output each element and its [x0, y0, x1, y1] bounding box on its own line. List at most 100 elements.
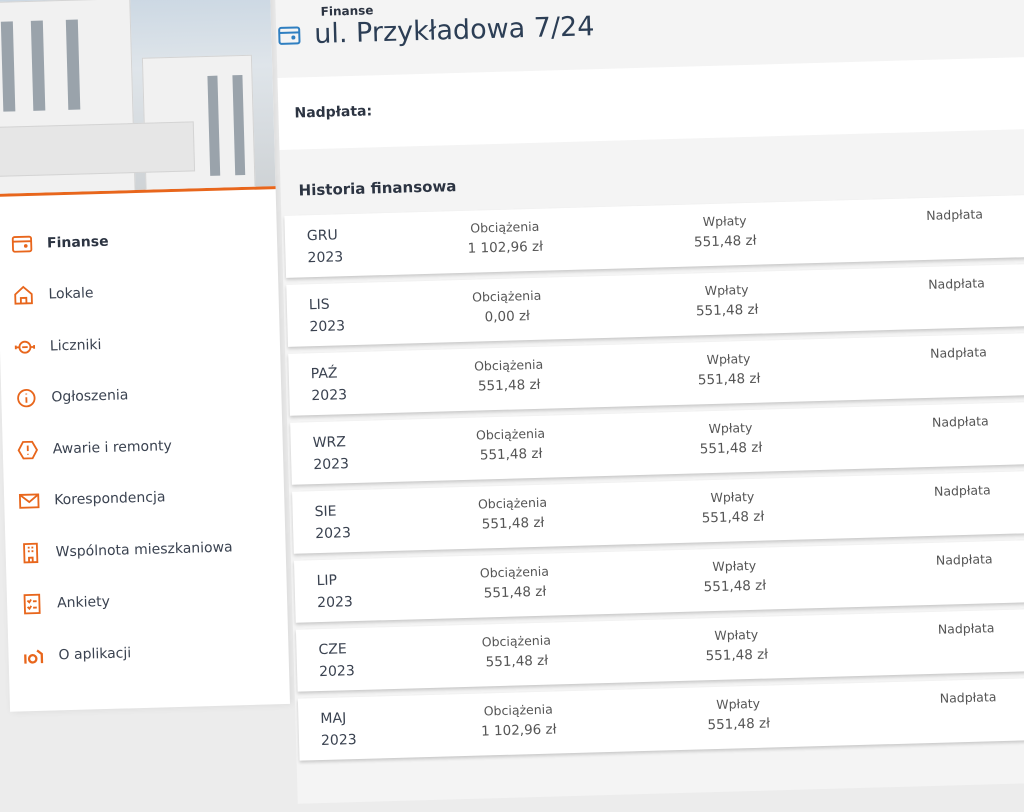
payments-value: 551,48 zł	[705, 646, 769, 665]
charges-value: 551,48 zł	[485, 652, 549, 671]
building-icon	[23, 542, 39, 564]
row-period: LIS 2023	[309, 293, 346, 338]
row-month: MAJ	[320, 710, 347, 728]
row-month: GRU	[306, 227, 338, 245]
row-year: 2023	[318, 663, 355, 681]
checklist-icon	[23, 594, 41, 615]
sidebar-item-lokale[interactable]: Lokale	[0, 263, 279, 322]
history-title: Historia finansowa	[298, 177, 457, 200]
sidebar: Finanse Lokale Liczniki Ogłoszenia Awari…	[0, 0, 290, 712]
row-year: 2023	[311, 387, 348, 405]
overpayment-col-label: Nadpłata	[937, 620, 995, 637]
row-period: CZE 2023	[318, 638, 355, 683]
sidebar-item-wspolnota[interactable]: Wspólnota mieszkaniowa	[5, 520, 286, 579]
overpayment-col-label: Nadpłata	[935, 551, 993, 568]
sidebar-nav: Finanse Lokale Liczniki Ogłoszenia Awari…	[0, 189, 289, 682]
page-title: ul. Przykładowa 7/24	[278, 11, 595, 51]
home-icon	[14, 285, 33, 305]
meter-icon	[14, 340, 36, 354]
wallet-icon	[11, 235, 33, 253]
sidebar-item-finanse[interactable]: Finanse	[0, 211, 278, 270]
sidebar-item-liczniki[interactable]: Liczniki	[0, 314, 281, 373]
row-month: LIS	[308, 296, 330, 314]
payments-value: 551,48 zł	[699, 439, 763, 458]
charges-cell: Obciążenia 551,48 zł	[446, 630, 587, 674]
charges-cell: Obciążenia 551,48 zł	[442, 492, 583, 536]
sidebar-item-o-aplikacji[interactable]: O aplikacji	[8, 623, 289, 682]
overpayment-col-label: Nadpłata	[939, 689, 997, 706]
row-year: 2023	[320, 732, 357, 750]
overpayment-col-label: Nadpłata	[929, 344, 987, 361]
charges-value: 1 102,96 zł	[480, 721, 557, 740]
history-list: GRU 2023 Obciążenia 1 102,96 zł Wpłaty 551,…	[284, 192, 1024, 768]
overpayment-cell: Nadpłata	[908, 686, 1024, 709]
row-period: SIE 2023	[314, 500, 351, 545]
charges-value: 551,48 zł	[483, 583, 547, 602]
sidebar-item-ankiety[interactable]: Ankiety	[6, 571, 287, 630]
overpayment-cell: Nadpłata	[900, 410, 1021, 433]
overpayment-col-label: Nadpłata	[926, 206, 984, 223]
info-icon	[17, 389, 36, 408]
building-image	[0, 0, 276, 197]
overpayment-col-label: Nadpłata	[933, 482, 991, 499]
row-period: GRU 2023	[307, 224, 344, 269]
row-month: CZE	[318, 641, 347, 659]
payments-cell: Wpłaty 551,48 zł	[654, 210, 795, 254]
payments-value: 551,48 zł	[693, 232, 757, 251]
payments-cell: Wpłaty 551,48 zł	[656, 279, 797, 323]
row-month: PAŹ	[310, 365, 338, 383]
breadcrumb: Finanse	[320, 3, 374, 19]
row-year: 2023	[307, 249, 344, 267]
app-logo-icon	[24, 649, 44, 664]
mail-icon	[18, 493, 40, 509]
charges-cell: Obciążenia 551,48 zł	[438, 354, 579, 398]
overpayment-cell: Nadpłata	[894, 203, 1015, 226]
sidebar-item-ogloszenia[interactable]: Ogłoszenia	[1, 366, 282, 425]
charges-value: 0,00 zł	[484, 308, 531, 326]
row-year: 2023	[309, 318, 346, 336]
payments-cell: Wpłaty 551,48 zł	[668, 692, 809, 736]
charges-cell: Obciążenia 0,00 zł	[436, 285, 577, 329]
row-period: PAŹ 2023	[310, 362, 348, 407]
row-period: WRZ 2023	[312, 431, 349, 476]
wallet-icon	[278, 26, 301, 45]
overpayment-col-label: Nadpłata	[931, 413, 989, 430]
charges-cell: Obciążenia 1 102,96 zł	[448, 699, 589, 743]
payments-value: 551,48 zł	[697, 370, 761, 389]
sidebar-item-korespondencja[interactable]: Korespondencja	[4, 468, 285, 527]
charges-value: 551,48 zł	[481, 514, 545, 533]
charges-value: 551,48 zł	[479, 445, 543, 464]
charges-cell: Obciążenia 551,48 zł	[440, 423, 581, 467]
overpayment-cell: Nadpłata	[904, 548, 1024, 571]
payments-value: 551,48 zł	[707, 715, 771, 734]
payments-cell: Wpłaty 551,48 zł	[664, 554, 805, 598]
warning-icon	[17, 440, 39, 460]
overpayment-cell: Nadpłata	[896, 272, 1017, 295]
overpayment-card: Nadpłata:	[277, 55, 1024, 150]
row-period: MAJ 2023	[320, 707, 357, 752]
payments-value: 551,48 zł	[701, 508, 765, 527]
history-row[interactable]: GRU 2023 Obciążenia 1 102,96 zł Wpłaty 551,…	[284, 192, 1024, 278]
overpayment-col-label: Nadpłata	[927, 275, 986, 292]
row-month: LIP	[316, 572, 338, 590]
payments-cell: Wpłaty 551,48 zł	[666, 623, 807, 667]
row-month: SIE	[314, 503, 337, 521]
row-year: 2023	[315, 525, 352, 543]
charges-cell: Obciążenia 1 102,96 zł	[435, 216, 576, 260]
payments-value: 551,48 zł	[695, 301, 759, 320]
payments-value: 551,48 zł	[703, 577, 767, 596]
overpayment-cell: Nadpłata	[902, 479, 1023, 502]
main-content: Finanse ul. Przykładowa 7/24 Nadpłata: H…	[274, 0, 1024, 804]
charges-value: 1 102,96 zł	[467, 238, 544, 257]
payments-cell: Wpłaty 551,48 zł	[660, 417, 801, 461]
row-year: 2023	[313, 456, 350, 474]
row-period: LIP 2023	[316, 569, 353, 614]
sidebar-item-awarie[interactable]: Awarie i remonty	[2, 417, 283, 476]
charges-cell: Obciążenia 551,48 zł	[444, 561, 585, 605]
payments-cell: Wpłaty 551,48 zł	[662, 486, 803, 530]
charges-value: 551,48 zł	[477, 376, 541, 395]
overpayment-cell: Nadpłata	[906, 617, 1024, 640]
row-month: WRZ	[312, 434, 347, 452]
payments-cell: Wpłaty 551,48 zł	[658, 348, 799, 392]
overpayment-cell: Nadpłata	[898, 341, 1019, 364]
